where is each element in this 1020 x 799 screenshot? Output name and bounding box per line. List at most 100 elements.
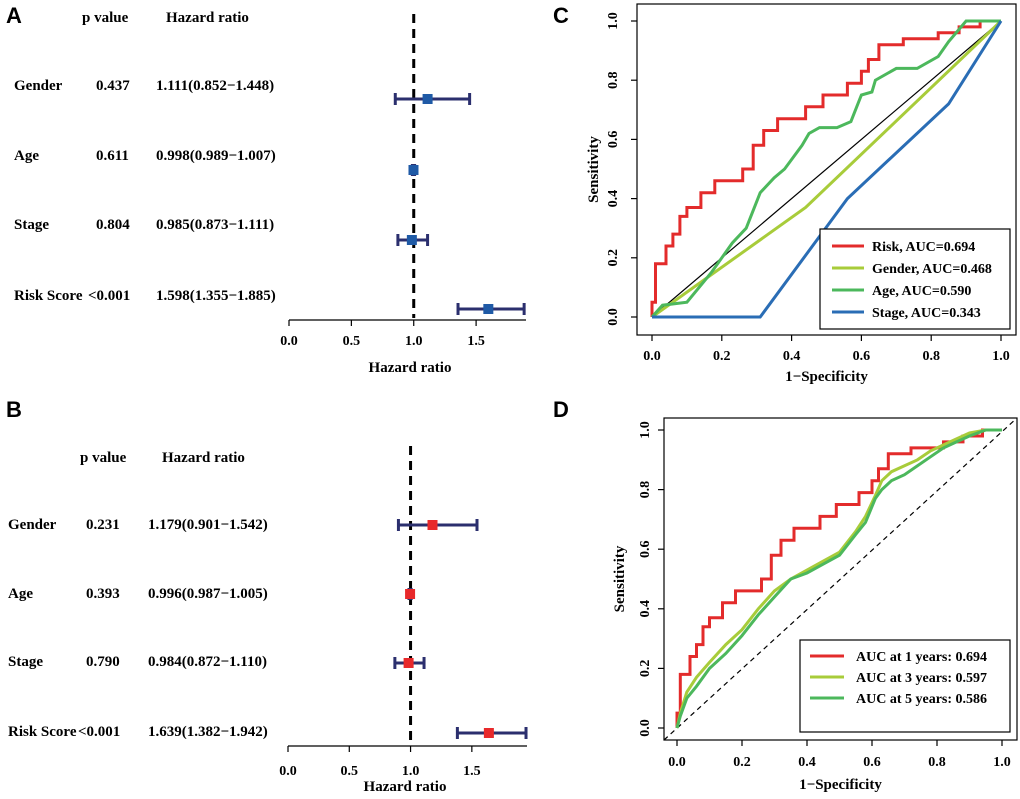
roc-plot-c: 0.0 0.2 0.4 0.6 0.8 1.0 0.0 0.2 0.4 0.6 0.8 1.0 1−Sp…	[586, 3, 1017, 385]
x-tick-label: 1.0	[993, 755, 1011, 770]
row-hazard-ratio-text: 1.639(1.382−1.942)	[148, 724, 268, 740]
y-tick-label: 0.6	[606, 131, 621, 149]
row-label: Stage	[14, 217, 49, 233]
x-tick-label: 0.0	[280, 334, 298, 349]
row-label: Gender	[14, 78, 63, 94]
legend-entry: Risk, AUC=0.694	[872, 240, 975, 255]
row-label: Age	[14, 148, 39, 164]
y-tick-label: 1.0	[606, 12, 621, 30]
roc-curve	[650, 19, 1001, 317]
panel-label-a: A	[6, 3, 22, 28]
row-pvalue: 0.804	[96, 217, 130, 233]
hazard-ratio-marker	[408, 165, 419, 175]
x-axis-label: 1−Specificity	[785, 369, 868, 385]
row-hazard-ratio-text: 1.111(0.852−1.448)	[156, 78, 274, 94]
row-pvalue: <0.001	[88, 288, 130, 304]
y-tick-label: 0.8	[606, 71, 621, 89]
row-hazard-ratio-text: 0.985(0.873−1.111)	[156, 217, 274, 233]
column-header-pvalue: p value	[82, 10, 129, 26]
row-hazard-ratio-text: 0.984(0.872−1.110)	[148, 654, 267, 670]
hazard-ratio-marker	[422, 94, 433, 104]
hazard-ratio-marker	[406, 235, 417, 245]
y-tick-label: 0.0	[638, 719, 653, 737]
x-tick-label: 1.0	[405, 334, 423, 349]
row-hazard-ratio-text: 0.998(0.989−1.007)	[156, 148, 276, 164]
row-hazard-ratio-text: 1.179(0.901−1.542)	[148, 517, 268, 533]
legend-entry: AUC at 5 years: 0.586	[856, 692, 987, 707]
y-tick-label: 0.4	[638, 600, 653, 618]
legend-entry: AUC at 3 years: 0.597	[856, 671, 987, 686]
column-header-hazard-ratio: Hazard ratio	[166, 10, 249, 26]
row-pvalue: 0.393	[86, 586, 120, 602]
x-tick-label: 1.0	[402, 764, 420, 779]
x-axis-label: Hazard ratio	[369, 360, 452, 376]
y-tick-label: 0.0	[606, 308, 621, 326]
panel-label-d: D	[553, 397, 569, 422]
x-tick-label: 0.0	[668, 755, 686, 770]
x-tick-label: 0.4	[783, 349, 801, 364]
roc-plot-d: 0.0 0.2 0.4 0.6 0.8 1.0 0.0 0.2 0.4 0.6 0.8 1.0 1−Sp…	[612, 417, 1018, 793]
x-tick-label: 1.5	[467, 334, 485, 349]
roc-curve	[675, 428, 1002, 728]
hazard-ratio-marker	[403, 658, 414, 668]
legend-entry: Stage, AUC=0.343	[872, 306, 981, 321]
row-pvalue: 0.437	[96, 78, 130, 94]
forest-plot-b: p value Hazard ratio Gender 0.231 1.179(0.90…	[8, 446, 528, 795]
x-tick-label: 1.0	[992, 349, 1010, 364]
x-tick-label: 1.5	[463, 764, 481, 779]
row-label: Age	[8, 586, 33, 602]
legend-entry: AUC at 1 years: 0.694	[856, 650, 987, 665]
row-pvalue: 0.790	[86, 654, 120, 670]
plot-frame	[636, 3, 1017, 336]
x-tick-label: 0.0	[279, 764, 297, 779]
x-axis-label: Hazard ratio	[364, 779, 447, 795]
x-tick-label: 0.6	[853, 349, 871, 364]
x-tick-label: 0.5	[343, 334, 361, 349]
legend-entry: Age, AUC=0.590	[872, 284, 971, 299]
column-header-hazard-ratio: Hazard ratio	[162, 450, 245, 466]
y-axis-label: Sensitivity	[586, 136, 602, 203]
roc-curve	[675, 428, 1002, 729]
diagonal-reference-line	[663, 417, 1018, 741]
forest-plot-a: p value Hazard ratio Gender 0.437 1.111(0.85…	[14, 10, 526, 376]
row-pvalue: <0.001	[78, 724, 120, 740]
y-tick-label: 0.4	[606, 190, 621, 208]
x-axis-label: 1−Specificity	[799, 777, 882, 793]
hazard-ratio-marker	[483, 304, 494, 314]
roc-curve	[650, 19, 1001, 318]
x-tick-label: 0.5	[341, 764, 359, 779]
y-tick-label: 0.2	[638, 660, 653, 678]
x-tick-label: 0.4	[798, 755, 816, 770]
row-hazard-ratio-text: 1.598(1.355−1.885)	[156, 288, 276, 304]
y-tick-label: 1.0	[638, 421, 653, 439]
hazard-ratio-marker	[483, 728, 494, 738]
x-tick-label: 0.8	[928, 755, 946, 770]
diagonal-reference-line	[651, 20, 1002, 318]
row-label: Risk Score	[8, 724, 77, 740]
y-axis-label: Sensitivity	[612, 545, 628, 612]
x-tick-label: 0.2	[713, 349, 731, 364]
row-pvalue: 0.231	[86, 517, 120, 533]
row-hazard-ratio-text: 0.996(0.987−1.005)	[148, 586, 268, 602]
hazard-ratio-marker	[405, 589, 416, 599]
row-label: Gender	[8, 517, 57, 533]
x-tick-label: 0.0	[643, 349, 661, 364]
row-label: Stage	[8, 654, 43, 670]
plot-frame	[663, 417, 1018, 741]
x-tick-label: 0.8	[922, 349, 940, 364]
panel-label-b: B	[6, 397, 22, 422]
row-label: Risk Score	[14, 288, 83, 304]
x-tick-label: 0.2	[733, 755, 751, 770]
row-pvalue: 0.611	[96, 148, 129, 164]
hazard-ratio-marker	[427, 520, 438, 530]
y-tick-label: 0.8	[638, 481, 653, 499]
legend-entry: Gender, AUC=0.468	[872, 262, 992, 277]
roc-curve	[675, 428, 1002, 729]
roc-curve	[652, 20, 1003, 319]
y-tick-label: 0.2	[606, 249, 621, 267]
y-tick-label: 0.6	[638, 540, 653, 558]
x-tick-label: 0.6	[863, 755, 881, 770]
column-header-pvalue: p value	[80, 450, 127, 466]
panel-label-c: C	[553, 3, 569, 28]
